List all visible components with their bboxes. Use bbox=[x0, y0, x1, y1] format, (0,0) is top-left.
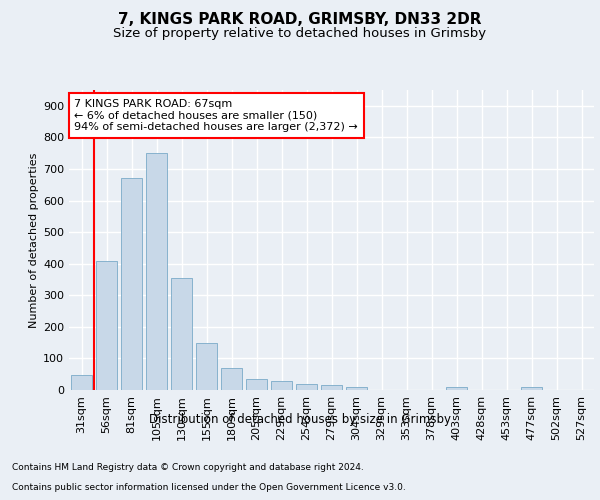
Text: Contains HM Land Registry data © Crown copyright and database right 2024.: Contains HM Land Registry data © Crown c… bbox=[12, 464, 364, 472]
Bar bbox=[296, 384, 317, 390]
Bar bbox=[246, 379, 267, 390]
Bar bbox=[146, 153, 167, 390]
Text: 7 KINGS PARK ROAD: 67sqm
← 6% of detached houses are smaller (150)
94% of semi-d: 7 KINGS PARK ROAD: 67sqm ← 6% of detache… bbox=[74, 99, 358, 132]
Bar bbox=[346, 387, 367, 390]
Bar bbox=[221, 368, 242, 390]
Bar bbox=[196, 344, 217, 390]
Y-axis label: Number of detached properties: Number of detached properties bbox=[29, 152, 39, 328]
Bar bbox=[446, 388, 467, 390]
Bar bbox=[521, 387, 542, 390]
Text: Size of property relative to detached houses in Grimsby: Size of property relative to detached ho… bbox=[113, 28, 487, 40]
Bar bbox=[71, 375, 92, 390]
Text: Contains public sector information licensed under the Open Government Licence v3: Contains public sector information licen… bbox=[12, 484, 406, 492]
Bar bbox=[321, 386, 342, 390]
Bar bbox=[121, 178, 142, 390]
Bar bbox=[96, 260, 117, 390]
Bar bbox=[171, 278, 192, 390]
Text: 7, KINGS PARK ROAD, GRIMSBY, DN33 2DR: 7, KINGS PARK ROAD, GRIMSBY, DN33 2DR bbox=[118, 12, 482, 28]
Text: Distribution of detached houses by size in Grimsby: Distribution of detached houses by size … bbox=[149, 412, 451, 426]
Bar bbox=[271, 381, 292, 390]
